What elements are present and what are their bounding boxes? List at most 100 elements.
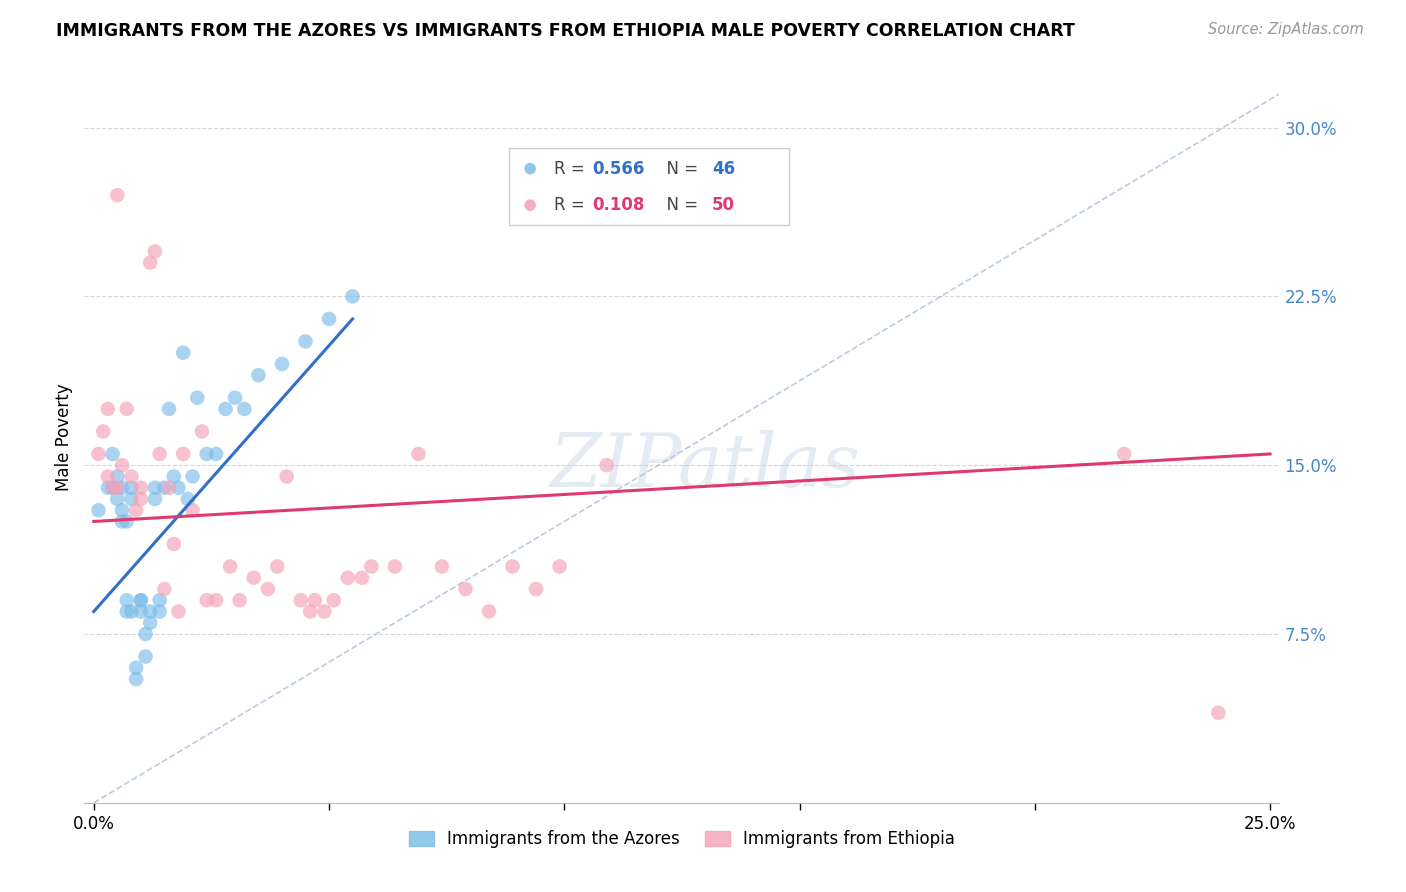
Point (129, 491, 152, 506)
Point (139, 605, 162, 619)
Point (1206, 706, 1229, 720)
Point (195, 593, 218, 607)
Point (163, 537, 186, 551)
Point (454, 582, 477, 596)
Point (276, 469, 298, 483)
Point (125, 672, 148, 686)
Point (595, 458, 617, 473)
Point (360, 559, 382, 574)
Point (105, 491, 128, 506)
Point (105, 188, 128, 202)
Point (224, 391, 246, 405)
Point (290, 593, 312, 607)
Point (172, 345, 194, 359)
Point (157, 401, 180, 416)
Point (115, 605, 138, 619)
Point (242, 571, 264, 585)
Point (408, 447, 430, 461)
Point (342, 289, 364, 303)
Text: 0.566: 0.566 (592, 160, 645, 178)
FancyBboxPatch shape (509, 148, 790, 225)
Point (266, 559, 288, 574)
Point (101, 481, 124, 495)
Point (87, 503, 110, 517)
Point (129, 481, 152, 495)
Point (139, 255, 162, 269)
Point (115, 593, 138, 607)
Point (322, 593, 344, 607)
Point (125, 661, 148, 675)
Point (143, 491, 166, 506)
Point (228, 593, 250, 607)
Text: IMMIGRANTS FROM THE AZORES VS IMMIGRANTS FROM ETHIOPIA MALE POVERTY CORRELATION : IMMIGRANTS FROM THE AZORES VS IMMIGRANTS… (56, 22, 1076, 40)
Point (115, 515, 138, 529)
Point (167, 481, 190, 495)
Point (247, 368, 270, 383)
Point (111, 515, 134, 529)
Point (181, 503, 204, 517)
Point (478, 605, 501, 619)
Point (177, 491, 200, 506)
Point (214, 401, 236, 416)
Text: N =: N = (655, 196, 703, 214)
Point (153, 582, 176, 596)
Point (120, 491, 142, 506)
Text: 0.108: 0.108 (592, 196, 645, 214)
Point (139, 615, 162, 630)
Text: 50: 50 (711, 196, 735, 214)
Point (120, 605, 142, 619)
Point (167, 605, 190, 619)
Point (524, 582, 547, 596)
Point (336, 571, 359, 585)
Point (149, 447, 172, 461)
Point (129, 593, 152, 607)
Point (111, 481, 134, 495)
Point (299, 605, 322, 619)
Point (502, 559, 524, 574)
Point (149, 605, 172, 619)
Text: ZIPatlas: ZIPatlas (550, 430, 862, 502)
Point (163, 469, 186, 483)
Point (205, 593, 228, 607)
Point (314, 605, 336, 619)
Point (548, 559, 571, 574)
Text: R =: R = (554, 160, 591, 178)
Point (111, 503, 134, 517)
Point (97, 401, 120, 416)
Point (129, 605, 152, 619)
Point (350, 571, 373, 585)
Point (115, 401, 138, 416)
Point (294, 334, 316, 349)
Point (120, 481, 142, 495)
Point (205, 447, 228, 461)
Point (97, 481, 120, 495)
Point (91, 425, 114, 439)
Legend: Immigrants from the Azores, Immigrants from Ethiopia: Immigrants from the Azores, Immigrants f… (401, 822, 963, 856)
Point (105, 481, 128, 495)
Point (101, 447, 124, 461)
Point (304, 593, 326, 607)
Point (257, 582, 280, 596)
Point (135, 627, 157, 641)
Point (271, 357, 294, 371)
Point (181, 469, 204, 483)
Point (219, 559, 242, 574)
Point (105, 469, 128, 483)
Point (135, 649, 157, 664)
Point (318, 312, 340, 326)
Point (125, 503, 148, 517)
Text: N =: N = (655, 160, 703, 178)
Point (1114, 447, 1136, 461)
Y-axis label: Male Poverty: Male Poverty (55, 384, 73, 491)
Point (157, 481, 180, 495)
Point (101, 481, 124, 495)
Point (384, 559, 406, 574)
Point (430, 559, 453, 574)
Point (143, 481, 166, 495)
Point (149, 593, 172, 607)
Point (120, 469, 142, 483)
Point (153, 481, 176, 495)
Point (195, 447, 218, 461)
Point (97, 469, 120, 483)
Point (172, 447, 194, 461)
